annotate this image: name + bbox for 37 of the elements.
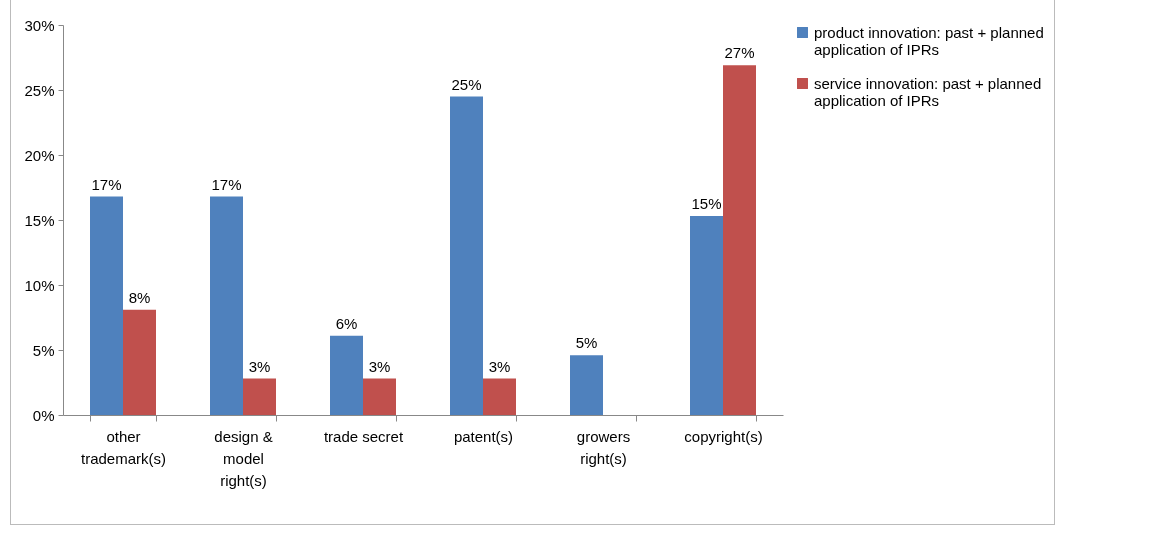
data-label: 8% — [128, 288, 151, 306]
data-label: 5% — [575, 334, 598, 352]
y-tick-label: 25% — [24, 81, 55, 99]
data-label: 27% — [724, 44, 755, 62]
data-label: 15% — [691, 195, 722, 213]
y-tick-label: 20% — [24, 146, 55, 164]
bar — [330, 335, 363, 415]
x-tick-label: patent(s) — [453, 427, 514, 445]
legend-label: service innovation: past + planned application of IPRs — [814, 74, 1042, 109]
data-label: 17% — [211, 175, 242, 193]
x-tick-label: growers right(s) — [576, 427, 631, 467]
y-tick-label: 0% — [32, 406, 55, 424]
x-tick-label: trade secret — [323, 427, 404, 445]
y-tick-label: 10% — [24, 276, 55, 294]
y-tick-label: 15% — [24, 211, 55, 229]
data-label: 3% — [488, 357, 511, 375]
x-tick-label: other trademark(s) — [80, 427, 167, 467]
bar — [210, 196, 243, 415]
bar — [90, 196, 123, 415]
y-tick-label: 5% — [32, 341, 55, 359]
bar — [570, 355, 603, 415]
bar — [450, 96, 483, 415]
data-label: 3% — [248, 357, 271, 375]
bar — [123, 309, 156, 415]
bar — [690, 216, 723, 415]
x-tick-label: design & model right(s) — [214, 427, 273, 489]
data-label: 3% — [368, 357, 391, 375]
legend-label: product innovation: past + planned application of IPRs — [814, 23, 1044, 58]
data-label: 6% — [335, 314, 358, 332]
bar — [723, 65, 756, 415]
bar — [363, 378, 396, 415]
data-label: 17% — [91, 175, 122, 193]
bar — [243, 378, 276, 415]
data-label: 25% — [451, 75, 482, 93]
y-tick-label: 30% — [24, 16, 55, 34]
x-tick-label: copyright(s) — [684, 427, 763, 445]
bar — [483, 378, 516, 415]
